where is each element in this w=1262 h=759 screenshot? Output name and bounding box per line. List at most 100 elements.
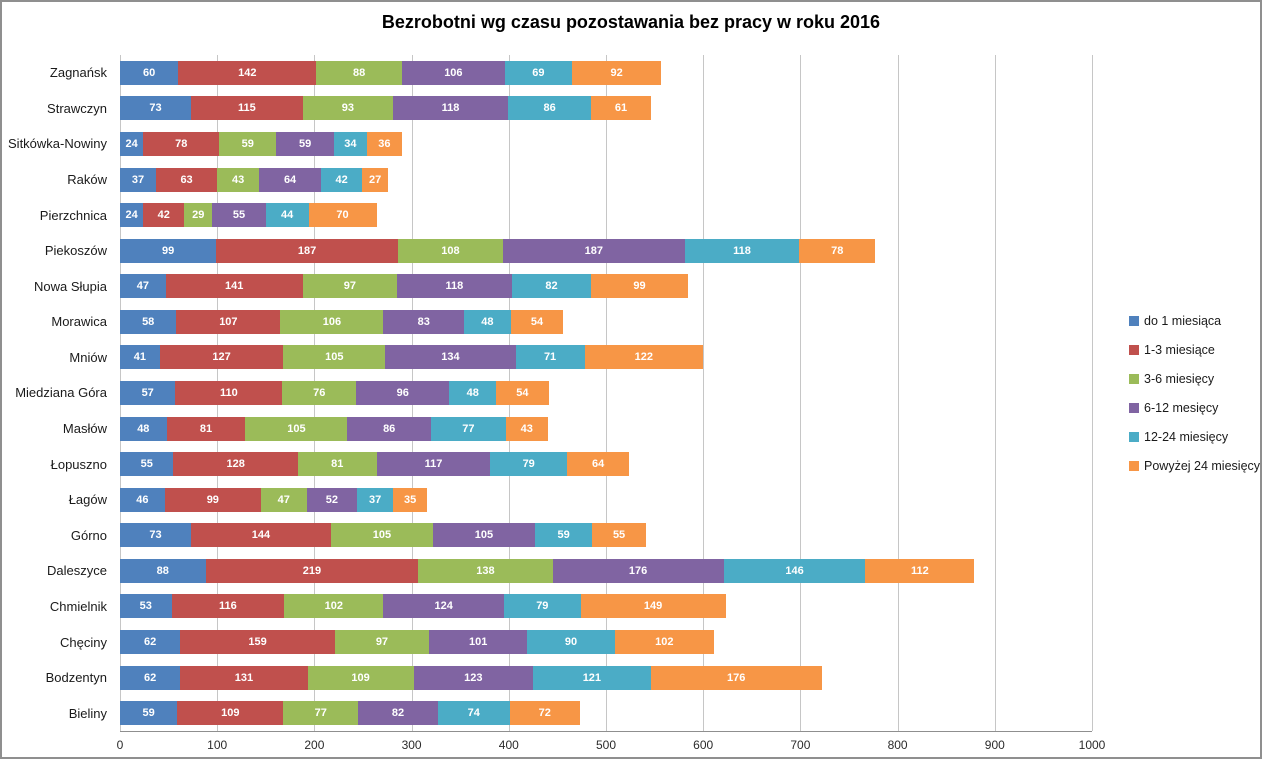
bar-segment: 124 [383, 594, 504, 619]
bar-value-label: 102 [655, 636, 674, 649]
bar-segment: 42 [321, 167, 362, 192]
bar-value-label: 176 [727, 671, 746, 684]
category-label: Daleszyce [47, 563, 107, 579]
bar-segment: 82 [358, 701, 438, 726]
bar-value-label: 71 [543, 351, 557, 364]
bar-segment: 142 [178, 60, 317, 85]
legend-swatch [1129, 373, 1139, 384]
bar-value-label: 122 [634, 351, 654, 364]
bar-segment: 53 [120, 594, 172, 619]
bar-segment: 29 [184, 203, 213, 228]
gridline [994, 55, 996, 731]
bar-value-label: 86 [383, 422, 396, 435]
bar-value-label: 27 [368, 173, 382, 186]
bar-value-label: 159 [248, 636, 267, 649]
bar-value-label: 59 [241, 137, 254, 150]
bar-value-label: 76 [313, 386, 326, 399]
bar-segment: 70 [308, 203, 377, 228]
bar-segment: 105 [432, 523, 535, 548]
bar-track: 47 141 97 118 82 99 [120, 274, 1092, 299]
bar-value-label: 108 [441, 244, 460, 257]
bar-value-label: 81 [199, 422, 213, 435]
bar-track: 55 128 81 117 79 64 [120, 452, 1092, 477]
category-label: Miedziana Góra [15, 385, 107, 401]
bar-segment: 64 [258, 167, 322, 192]
chart-row: 47 141 97 118 82 99 [120, 268, 1092, 304]
gridline [897, 55, 899, 731]
bar-value-label: 78 [831, 244, 844, 257]
bar-segment: 90 [527, 630, 615, 655]
chart-row: 37 63 43 64 42 27 [120, 162, 1092, 198]
category-label: Sitkówka-Nowiny [8, 136, 107, 152]
bar-value-label: 60 [143, 66, 156, 79]
bar-value-label: 93 [341, 102, 355, 115]
category-label: Strawczyn [47, 100, 107, 116]
bar-value-label: 55 [232, 209, 246, 222]
x-tick-label: 0 [116, 738, 124, 752]
bar-segment: 105 [245, 416, 348, 441]
bar-segment: 102 [614, 630, 714, 655]
bar-segment: 99 [164, 487, 261, 512]
bar-value-label: 77 [314, 707, 327, 720]
bar-segment: 43 [217, 167, 259, 192]
bar-value-label: 62 [144, 636, 157, 649]
bar-value-label: 55 [140, 458, 153, 471]
bar-segment: 77 [283, 701, 359, 726]
bar-segment: 24 [120, 131, 144, 156]
bar-segment: 105 [283, 345, 386, 370]
bar-segment: 59 [535, 523, 593, 548]
bar-segment: 54 [496, 380, 549, 405]
bar-value-label: 90 [564, 636, 578, 649]
legend: do 1 miesiąca 1-3 miesiące 3-6 miesięcy 6-1… [1129, 306, 1260, 480]
bar-segment: 138 [418, 558, 553, 583]
bar-segment: 176 [552, 558, 724, 583]
x-tick-label: 700 [790, 738, 811, 752]
chart-rows: 60 142 88 106 69 92 73 115 93 118 86 61 24 78 59 59 34 36… [120, 55, 1092, 731]
bar-value-label: 101 [468, 636, 488, 649]
bar-segment: 54 [510, 309, 564, 334]
legend-swatch [1129, 315, 1139, 326]
bar-value-label: 117 [424, 458, 443, 471]
category-label: Chęciny [60, 634, 107, 650]
bar-value-label: 53 [139, 600, 152, 613]
bar-value-label: 64 [283, 173, 297, 186]
bar-segment: 52 [306, 487, 358, 512]
legend-swatch [1129, 344, 1139, 355]
bar-segment: 115 [190, 96, 303, 121]
bar-value-label: 74 [467, 707, 480, 720]
bar-value-label: 36 [378, 137, 391, 150]
gridline [606, 55, 607, 731]
bar-segment: 59 [276, 131, 334, 156]
legend-label: 1-3 miesiące [1144, 342, 1215, 357]
bar-segment: 47 [260, 487, 307, 512]
bar-segment: 97 [334, 630, 430, 655]
bar-value-label: 63 [180, 173, 193, 186]
bar-segment: 144 [190, 523, 331, 548]
bar-track: 62 159 97 101 90 102 [120, 630, 1092, 655]
bar-segment: 118 [684, 238, 800, 263]
category-label: Łopuszno [50, 456, 107, 472]
bar-track: 48 81 105 86 77 43 [120, 416, 1092, 441]
bar-segment: 74 [437, 701, 510, 726]
x-tick-label: 800 [887, 738, 908, 752]
bar-value-label: 43 [520, 422, 533, 435]
bar-value-label: 58 [142, 315, 155, 328]
bar-value-label: 64 [592, 458, 605, 471]
bar-segment: 73 [120, 96, 191, 121]
bar-segment: 219 [205, 558, 419, 583]
bar-track: 24 42 29 55 44 70 [120, 203, 1092, 228]
bar-value-label: 118 [733, 244, 751, 257]
bar-value-label: 82 [391, 707, 405, 720]
bar-track: 59 109 77 82 74 72 [120, 701, 1092, 726]
bar-segment: 93 [302, 96, 394, 121]
bar-segment: 116 [171, 594, 285, 619]
x-tick-label: 1000 [1078, 738, 1106, 752]
x-tick-label: 300 [401, 738, 422, 752]
bar-track: 58 107 106 83 48 54 [120, 309, 1092, 334]
bar-value-label: 79 [522, 458, 535, 471]
x-tick-label: 900 [984, 738, 1005, 752]
bar-value-label: 219 [302, 564, 322, 577]
bar-segment: 37 [357, 487, 394, 512]
bar-segment: 110 [175, 380, 283, 405]
legend-label: 12-24 miesięcy [1144, 429, 1229, 444]
